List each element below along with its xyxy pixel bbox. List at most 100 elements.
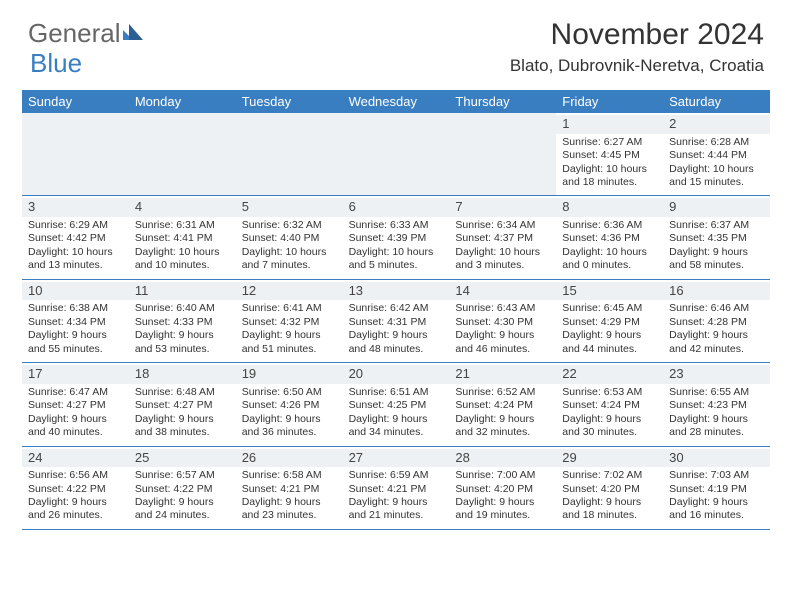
calendar-cell: 20Sunrise: 6:51 AMSunset: 4:25 PMDayligh… (343, 363, 450, 445)
daylight-text: Daylight: 10 hours and 7 minutes. (242, 246, 337, 273)
sunrise-text: Sunrise: 7:02 AM (562, 469, 657, 482)
header: General November 2024 Blato, Dubrovnik-N… (0, 0, 792, 84)
daylight-text: Daylight: 9 hours and 24 minutes. (135, 496, 230, 523)
calendar-week-row: 1Sunrise: 6:27 AMSunset: 4:45 PMDaylight… (22, 113, 770, 196)
day-number: 21 (449, 365, 556, 384)
daylight-text: Daylight: 9 hours and 51 minutes. (242, 329, 337, 356)
page-title: November 2024 (510, 18, 764, 52)
day-number: 19 (236, 365, 343, 384)
sunrise-text: Sunrise: 6:27 AM (562, 136, 657, 149)
calendar-cell: 8 Sunrise: 6:36 AMSunset: 4:36 PMDaylight… (556, 196, 663, 278)
sunset-text: Sunset: 4:45 PM (562, 149, 657, 162)
daylight-text: Daylight: 9 hours and 58 minutes. (669, 246, 764, 273)
dayhead-thursday: Thursday (449, 90, 556, 113)
sunrise-text: Sunrise: 6:28 AM (669, 136, 764, 149)
day-number: 3 (22, 198, 129, 217)
day-number: 1 (556, 115, 663, 134)
sunrise-text: Sunrise: 6:32 AM (242, 219, 337, 232)
daylight-text: Daylight: 9 hours and 30 minutes. (562, 413, 657, 440)
calendar-week-row: 10Sunrise: 6:38 AMSunset: 4:34 PMDayligh… (22, 280, 770, 363)
day-number: 25 (129, 449, 236, 468)
daylight-text: Daylight: 10 hours and 18 minutes. (562, 163, 657, 190)
sunset-text: Sunset: 4:21 PM (242, 483, 337, 496)
sunrise-text: Sunrise: 6:55 AM (669, 386, 764, 399)
sunset-text: Sunset: 4:21 PM (349, 483, 444, 496)
daylight-text: Daylight: 9 hours and 34 minutes. (349, 413, 444, 440)
sunrise-text: Sunrise: 6:57 AM (135, 469, 230, 482)
sunset-text: Sunset: 4:28 PM (669, 316, 764, 329)
calendar-cell-empty (129, 113, 236, 195)
calendar-cell: 10Sunrise: 6:38 AMSunset: 4:34 PMDayligh… (22, 280, 129, 362)
daylight-text: Daylight: 9 hours and 19 minutes. (455, 496, 550, 523)
day-number: 18 (129, 365, 236, 384)
day-number: 8 (556, 198, 663, 217)
sunset-text: Sunset: 4:31 PM (349, 316, 444, 329)
sunrise-text: Sunrise: 6:40 AM (135, 302, 230, 315)
calendar-cell: 22Sunrise: 6:53 AMSunset: 4:24 PMDayligh… (556, 363, 663, 445)
calendar: SundayMondayTuesdayWednesdayThursdayFrid… (22, 90, 770, 530)
sunrise-text: Sunrise: 6:38 AM (28, 302, 123, 315)
sunrise-text: Sunrise: 6:37 AM (669, 219, 764, 232)
day-number: 10 (22, 282, 129, 301)
dayhead-monday: Monday (129, 90, 236, 113)
sunrise-text: Sunrise: 6:48 AM (135, 386, 230, 399)
sunrise-text: Sunrise: 6:33 AM (349, 219, 444, 232)
calendar-cell: 25Sunrise: 6:57 AMSunset: 4:22 PMDayligh… (129, 447, 236, 529)
sunrise-text: Sunrise: 6:43 AM (455, 302, 550, 315)
day-number: 23 (663, 365, 770, 384)
calendar-cell: 13Sunrise: 6:42 AMSunset: 4:31 PMDayligh… (343, 280, 450, 362)
day-number: 13 (343, 282, 450, 301)
calendar-week-row: 24Sunrise: 6:56 AMSunset: 4:22 PMDayligh… (22, 447, 770, 530)
sunrise-text: Sunrise: 6:46 AM (669, 302, 764, 315)
sunrise-text: Sunrise: 6:59 AM (349, 469, 444, 482)
calendar-cell: 7Sunrise: 6:34 AMSunset: 4:37 PMDaylight… (449, 196, 556, 278)
calendar-cell: 14Sunrise: 6:43 AMSunset: 4:30 PMDayligh… (449, 280, 556, 362)
sunrise-text: Sunrise: 6:36 AM (562, 219, 657, 232)
daylight-text: Daylight: 9 hours and 40 minutes. (28, 413, 123, 440)
daylight-text: Daylight: 10 hours and 10 minutes. (135, 246, 230, 273)
sunrise-text: Sunrise: 6:41 AM (242, 302, 337, 315)
daylight-text: Daylight: 9 hours and 36 minutes. (242, 413, 337, 440)
calendar-cell: 30Sunrise: 7:03 AMSunset: 4:19 PMDayligh… (663, 447, 770, 529)
day-number: 6 (343, 198, 450, 217)
sunrise-text: Sunrise: 6:52 AM (455, 386, 550, 399)
daylight-text: Daylight: 9 hours and 55 minutes. (28, 329, 123, 356)
sunset-text: Sunset: 4:29 PM (562, 316, 657, 329)
sunset-text: Sunset: 4:19 PM (669, 483, 764, 496)
sunset-text: Sunset: 4:36 PM (562, 232, 657, 245)
dayhead-friday: Friday (556, 90, 663, 113)
sunrise-text: Sunrise: 6:50 AM (242, 386, 337, 399)
daylight-text: Daylight: 9 hours and 44 minutes. (562, 329, 657, 356)
daylight-text: Daylight: 9 hours and 46 minutes. (455, 329, 550, 356)
sunset-text: Sunset: 4:27 PM (135, 399, 230, 412)
day-number: 2 (663, 115, 770, 134)
calendar-cell: 1 Sunrise: 6:27 AMSunset: 4:45 PMDaylight… (556, 113, 663, 195)
daylight-text: Daylight: 9 hours and 28 minutes. (669, 413, 764, 440)
day-number: 20 (343, 365, 450, 384)
sunset-text: Sunset: 4:24 PM (562, 399, 657, 412)
calendar-cell: 6 Sunrise: 6:33 AMSunset: 4:39 PMDaylight… (343, 196, 450, 278)
daylight-text: Daylight: 10 hours and 15 minutes. (669, 163, 764, 190)
day-number: 24 (22, 449, 129, 468)
day-number: 15 (556, 282, 663, 301)
sunrise-text: Sunrise: 6:58 AM (242, 469, 337, 482)
sunrise-text: Sunrise: 6:47 AM (28, 386, 123, 399)
calendar-cell: 9Sunrise: 6:37 AMSunset: 4:35 PMDaylight… (663, 196, 770, 278)
dayhead-saturday: Saturday (663, 90, 770, 113)
calendar-cell-empty (236, 113, 343, 195)
sunset-text: Sunset: 4:39 PM (349, 232, 444, 245)
daylight-text: Daylight: 10 hours and 5 minutes. (349, 246, 444, 273)
sunset-text: Sunset: 4:24 PM (455, 399, 550, 412)
daylight-text: Daylight: 9 hours and 26 minutes. (28, 496, 123, 523)
sunset-text: Sunset: 4:20 PM (455, 483, 550, 496)
sunrise-text: Sunrise: 6:53 AM (562, 386, 657, 399)
sunset-text: Sunset: 4:30 PM (455, 316, 550, 329)
calendar-cell: 2 Sunrise: 6:28 AMSunset: 4:44 PMDaylight… (663, 113, 770, 195)
sunset-text: Sunset: 4:44 PM (669, 149, 764, 162)
daylight-text: Daylight: 10 hours and 0 minutes. (562, 246, 657, 273)
day-number: 4 (129, 198, 236, 217)
calendar-cell-empty (22, 113, 129, 195)
sunset-text: Sunset: 4:25 PM (349, 399, 444, 412)
dayhead-tuesday: Tuesday (236, 90, 343, 113)
dayhead-sunday: Sunday (22, 90, 129, 113)
